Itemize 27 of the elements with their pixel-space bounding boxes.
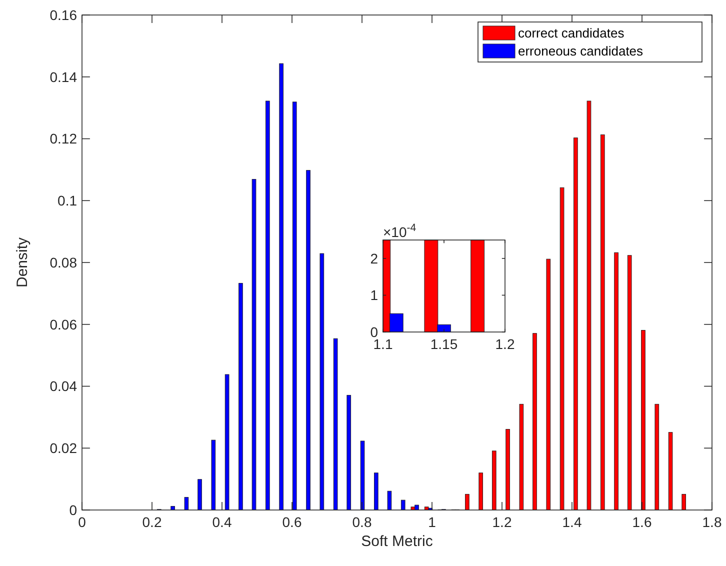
legend-label: correct candidates xyxy=(518,26,625,41)
x-tick-label: 1.8 xyxy=(702,514,722,530)
y-tick-label: 0.06 xyxy=(50,316,78,332)
y-tick-label: 0.12 xyxy=(50,130,78,147)
x-tick-label: 0.6 xyxy=(282,514,302,530)
x-tick-label: 1.2 xyxy=(495,336,515,352)
y-tick-label: 0.04 xyxy=(50,378,78,394)
y-tick-label: 0.14 xyxy=(50,68,78,85)
x-tick-label: 0.4 xyxy=(212,514,232,530)
legend-label: erroneous candidates xyxy=(518,44,644,59)
x-tick-label: 0.8 xyxy=(352,514,372,530)
y-tick-label: 0.02 xyxy=(50,440,78,456)
x-tick-label: 1.6 xyxy=(632,514,652,530)
annotation: ×10$^{-4}$ xyxy=(383,222,416,240)
x-tick-label: 1 xyxy=(428,514,436,530)
x-tick-label: 1.4 xyxy=(562,514,582,530)
y-tick-label: 2 xyxy=(370,250,378,266)
y-axis-title: Density xyxy=(14,237,31,288)
y-tick-label: 0.08 xyxy=(50,254,78,270)
y-tick-label: 0.1 xyxy=(58,192,78,209)
y-tick-label: 0.16 xyxy=(50,6,78,23)
x-tick-label: 1.15 xyxy=(430,336,458,352)
y-tick-label: 1 xyxy=(370,287,378,304)
y-tick-label: 0 xyxy=(69,502,78,518)
x-axis-title: Soft Metric xyxy=(361,533,434,550)
x-tick-label: 1.2 xyxy=(492,514,512,530)
x-tick-label: 0.2 xyxy=(142,514,162,530)
